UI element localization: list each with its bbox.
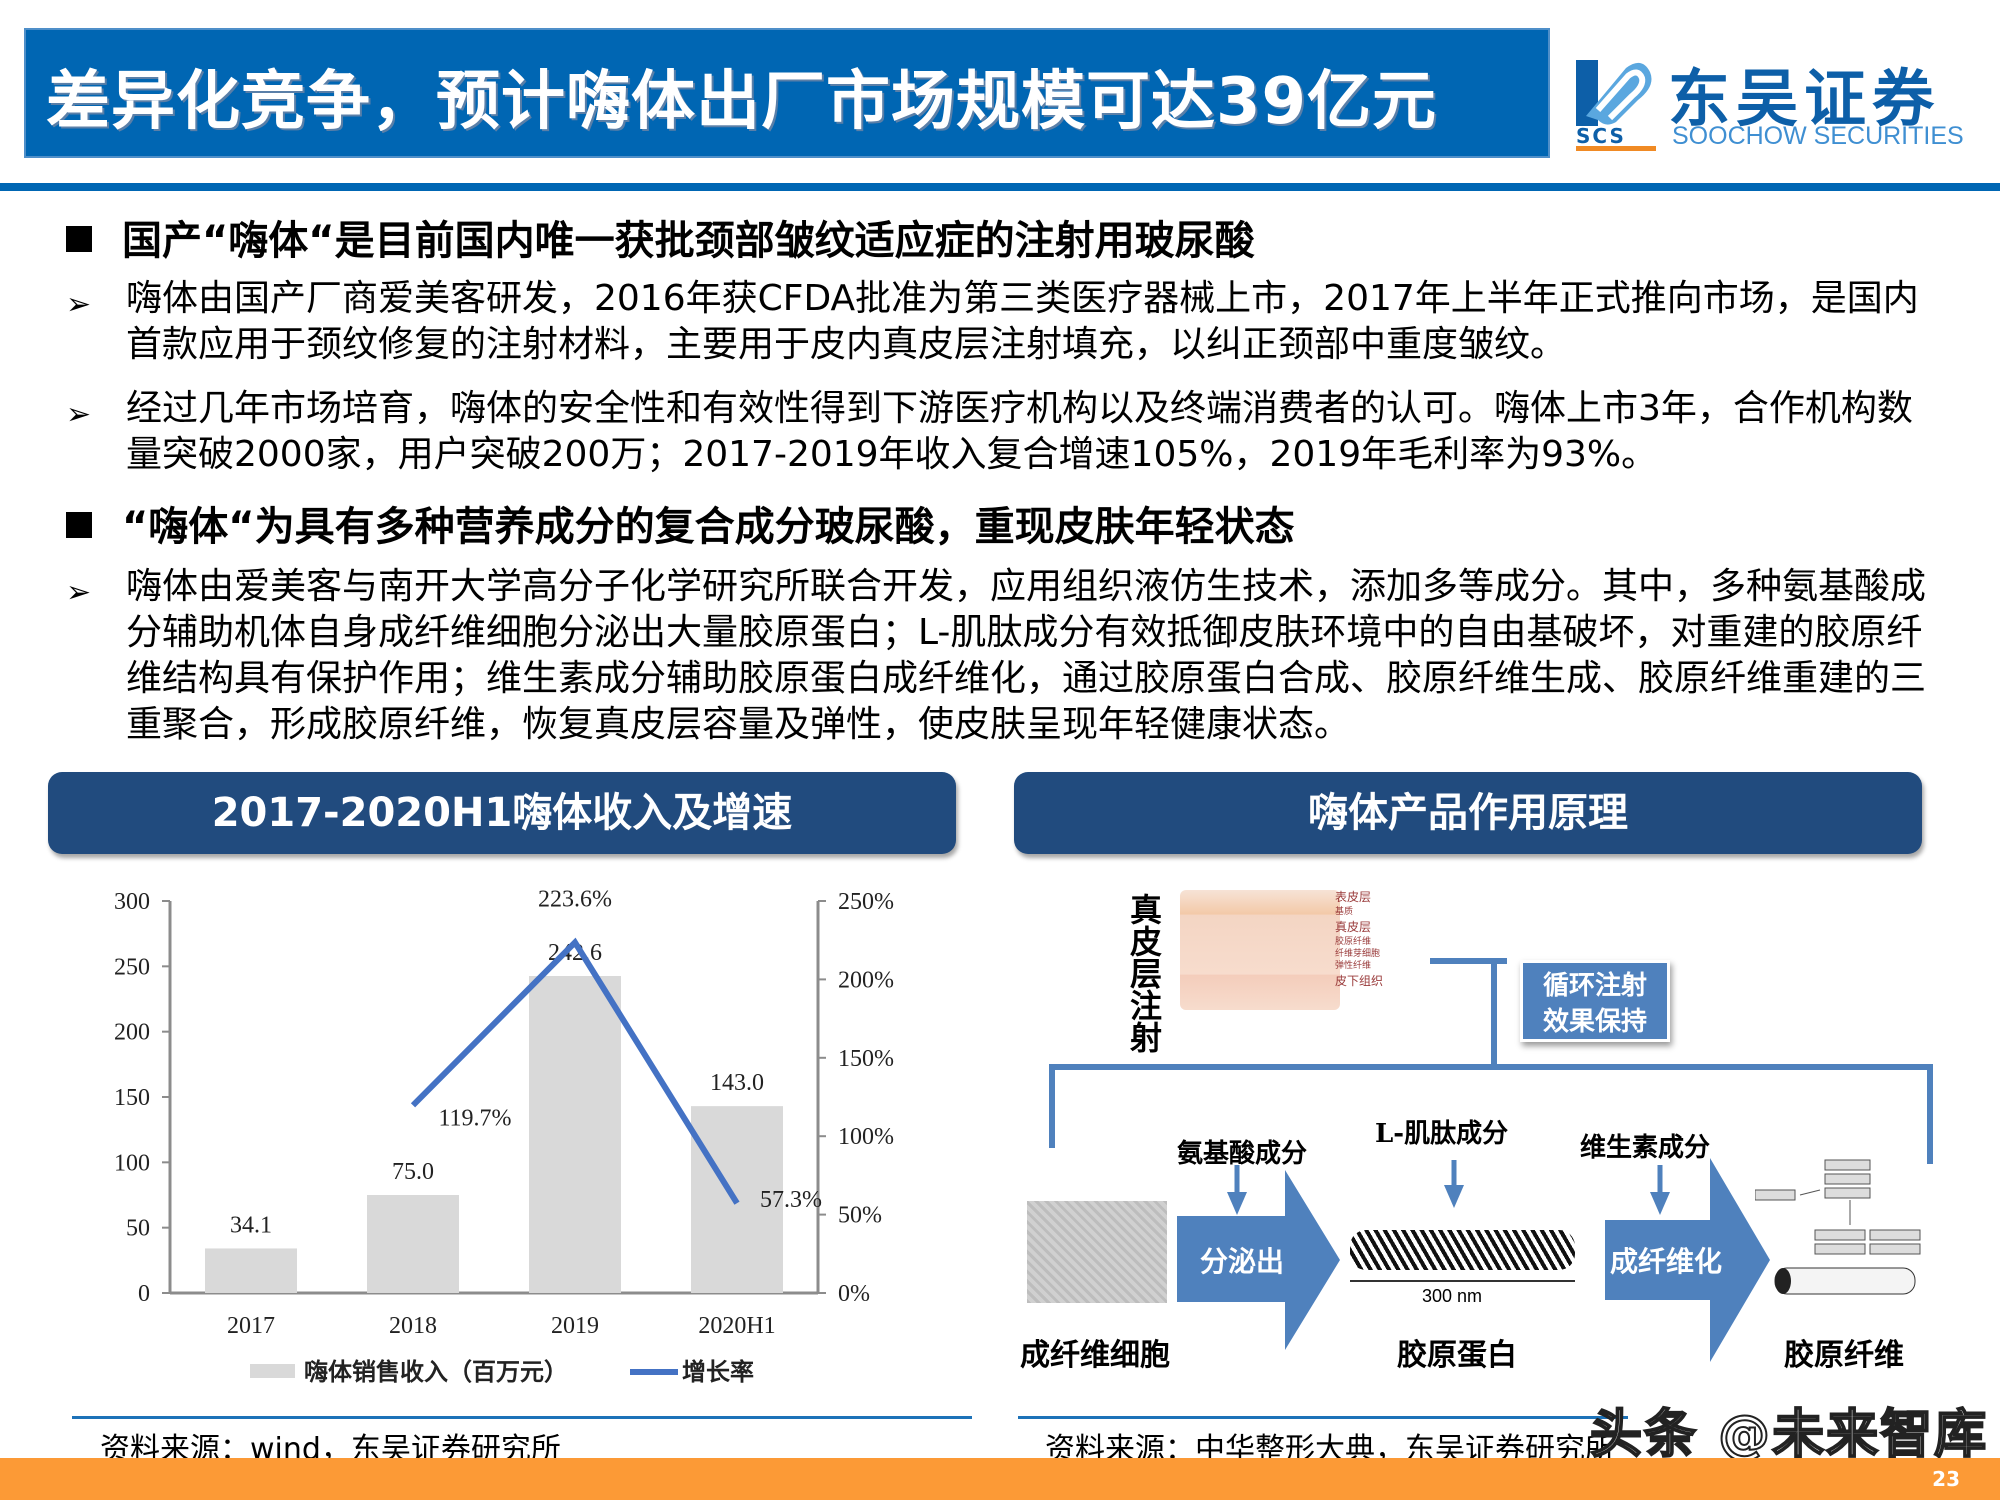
right-axis-tick: 100%: [838, 1124, 894, 1150]
combo-bar-line-chart: 0 50 100 150 200 250 300 0% 50% 100% 150% 200% 250% 3…: [114, 886, 894, 1386]
header-divider: [0, 183, 2000, 191]
left-axis-tick: 50: [126, 1216, 150, 1242]
connector-line: [1430, 958, 1507, 964]
bullet-paragraph: ➢ 经过几年市场培育，嗨体的安全性和有效性得到下游医疗机构以及终端消费者的认可。…: [66, 388, 1913, 475]
x-tick: 2020H1: [698, 1313, 775, 1339]
scale-bar: [1350, 1280, 1575, 1282]
x-tick: 2018: [389, 1313, 437, 1339]
right-axis-tick: 0%: [838, 1281, 870, 1307]
arrow-label: 分泌出: [1200, 1245, 1285, 1278]
line-label: 57.3%: [760, 1187, 822, 1213]
legend-line: 增长率: [682, 1358, 754, 1386]
arrow-bullet-icon: ➢: [66, 287, 92, 322]
page-title: 差异化竞争，预计嗨体出厂市场规模可达39亿元: [46, 65, 1438, 139]
stage-label: 成纤维细胞: [1020, 1338, 1170, 1373]
arrow-label: 成纤维化: [1610, 1245, 1723, 1278]
skin-layer-labels: 表皮层 基质 真皮层 胶原纤维 纤维芽细胞 弹性纤维 皮下组织: [1335, 890, 1384, 988]
section-heading-2: “嗨体“为具有多种营养成分的复合成分玻尿酸，重现皮肤年轻状态: [66, 494, 1295, 552]
x-tick: 2019: [551, 1313, 599, 1339]
bar-label: 75.0: [392, 1159, 434, 1185]
bar: [205, 1248, 297, 1293]
stage-label: 胶原纤维: [1784, 1338, 1904, 1373]
source-divider: [72, 1416, 972, 1419]
company-logo: SCS 东吴证券 SOOCHOW SECURITIES: [1568, 48, 1988, 158]
soochow-logo-icon: [1576, 60, 1652, 126]
cycle-injection-box: 循环注射 效果保持: [1520, 960, 1670, 1042]
line-label: 223.6%: [538, 886, 612, 912]
logo-chinese-name: 东吴证券: [1668, 62, 1941, 135]
ingredient-label: 维生素成分: [1580, 1133, 1711, 1163]
cycle-line: [1927, 1064, 1933, 1164]
diagram-panel-title: 嗨体产品作用原理: [1014, 772, 1922, 854]
logo-underline: [1576, 146, 1656, 151]
chart-panel-title: 2017-2020H1嗨体收入及增速: [48, 772, 956, 854]
line-label: 119.7%: [438, 1105, 511, 1131]
collagen-fiber-image: [1755, 1159, 1921, 1295]
cycle-line: [1049, 1064, 1933, 1070]
vertical-label: 真皮层注射: [1130, 891, 1163, 1057]
left-axis-tick: 300: [114, 889, 150, 915]
mechanism-diagram: 真皮层注射 表皮层 基质 真皮层 胶原纤维 纤维芽细胞 弹性纤维 皮下组织 循环…: [1010, 870, 1960, 1410]
bullet-paragraph: ➢ 嗨体由爱美客与南开大学高分子化学研究所联合开发，应用组织液仿生技术，添加多等…: [66, 566, 1927, 745]
fibroblast-image: [1027, 1201, 1167, 1303]
bar: [367, 1195, 459, 1293]
bar: [529, 976, 621, 1293]
growth-line: [410, 937, 740, 1205]
arrow-bullet-icon: ➢: [66, 575, 92, 610]
square-bullet-icon: [66, 512, 92, 538]
connector-line: [1491, 958, 1497, 1068]
bullet-paragraph: ➢ 嗨体由国产厂商爱美客研发，2016年获CFDA批准为第三类医疗器械上市，20…: [66, 278, 1919, 365]
arrow-bullet-icon: ➢: [66, 397, 92, 432]
right-axis-tick: 50%: [838, 1203, 882, 1229]
square-bullet-icon: [66, 226, 92, 252]
collagen-helix-image: [1350, 1230, 1575, 1270]
left-axis-tick: 200: [114, 1020, 150, 1046]
bar-label: 34.1: [230, 1212, 272, 1238]
left-axis-tick: 250: [114, 954, 150, 980]
left-axis-tick: 100: [114, 1150, 150, 1176]
ingredient-label: L-肌肽成分: [1375, 1119, 1509, 1149]
section-heading-1: 国产“嗨体“是目前国内唯一获批颈部皱纹适应症的注射用玻尿酸: [66, 208, 1255, 266]
title-bar: 差异化竞争，预计嗨体出厂市场规模可达39亿元: [24, 28, 1550, 158]
right-axis-tick: 250%: [838, 889, 894, 915]
ingredient-label: 氨基酸成分: [1177, 1139, 1308, 1169]
revenue-growth-chart: 0 50 100 150 200 250 300 0% 50% 100% 150% 200% 250% 3…: [60, 870, 960, 1400]
page-number: 23: [1932, 1467, 1960, 1491]
right-axis-tick: 200%: [838, 967, 894, 993]
scale-label: 300 nm: [1422, 1286, 1483, 1306]
stage-label: 胶原蛋白: [1397, 1338, 1517, 1373]
left-axis-tick: 0: [138, 1281, 150, 1307]
flow-arrows: [1177, 1158, 1770, 1362]
x-tick: 2017: [227, 1313, 275, 1339]
bar-label: 143.0: [710, 1070, 764, 1096]
footer-bar: 23: [0, 1458, 2000, 1500]
skin-layers-illustration: [1180, 890, 1340, 1010]
source-divider: [1018, 1416, 1628, 1419]
right-axis-tick: 150%: [838, 1046, 894, 1072]
legend-bar: 嗨体销售收入（百万元）: [304, 1358, 568, 1386]
watermark: 头条 @未来智库: [1589, 1404, 1989, 1466]
left-axis-tick: 150: [114, 1085, 150, 1111]
logo-abbr: SCS: [1576, 124, 1626, 148]
cycle-line: [1049, 1064, 1055, 1148]
logo-english-name: SOOCHOW SECURITIES: [1672, 122, 1964, 150]
